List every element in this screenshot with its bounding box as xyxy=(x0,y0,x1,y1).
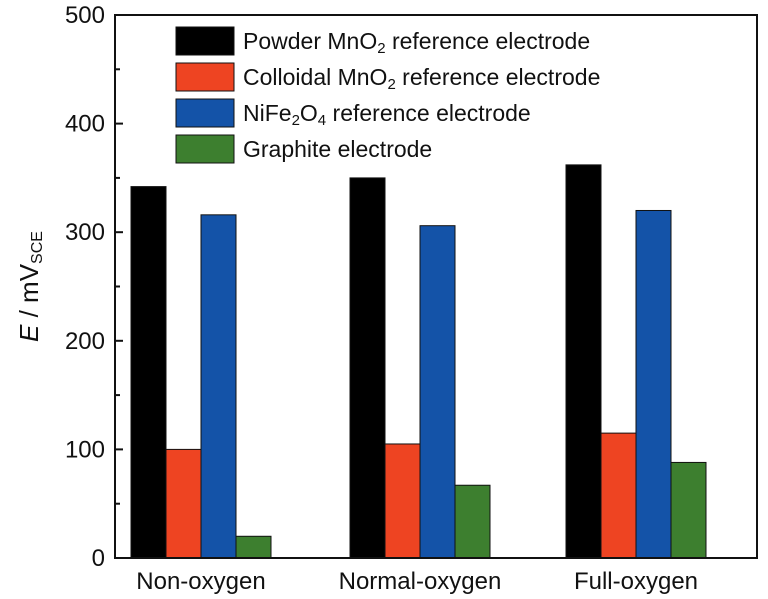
y-tick-label: 400 xyxy=(65,111,105,138)
legend-label: Powder MnO2 reference electrode xyxy=(243,28,590,57)
bar-3-normal-oxygen xyxy=(419,225,456,559)
bars-group xyxy=(130,164,707,559)
bar-3-full-oxygen xyxy=(635,209,672,559)
legend: Powder MnO2 reference electrode Colloidal… xyxy=(175,26,600,164)
y-tick-label: 100 xyxy=(65,436,105,463)
y-tick-label: 300 xyxy=(65,219,105,246)
legend-label: Graphite electrode xyxy=(243,136,432,162)
bar-2-normal-oxygen xyxy=(384,443,421,559)
bar-2-full-oxygen xyxy=(600,432,637,559)
axes-group: 0 100 200 300 400 500 Non-oxygen Normal-oxygen F… xyxy=(65,2,758,595)
legend-swatch xyxy=(175,98,235,128)
x-category-label: Full-oxygen xyxy=(574,568,698,595)
y-tick-label: 0 xyxy=(92,545,105,572)
bar-1-normal-oxygen xyxy=(349,177,386,559)
x-category-label: Non-oxygen xyxy=(136,568,265,595)
bar-4-full-oxygen xyxy=(670,461,707,559)
legend-label: Colloidal MnO2 reference electrode xyxy=(243,64,600,93)
legend-swatch xyxy=(175,62,235,92)
bar-3-non-oxygen xyxy=(200,214,237,559)
legend-label: NiFe2O4 reference electrode xyxy=(243,100,531,129)
legend-swatch xyxy=(175,26,235,56)
x-category-label: Normal-oxygen xyxy=(339,568,502,595)
bar-4-non-oxygen xyxy=(235,535,272,559)
bar-1-non-oxygen xyxy=(130,186,167,559)
y-tick-label: 200 xyxy=(65,328,105,355)
bar-1-full-oxygen xyxy=(565,164,602,559)
bar-4-normal-oxygen xyxy=(454,484,491,559)
bar-2-non-oxygen xyxy=(165,448,202,559)
y-axis-label: E / mVSCE xyxy=(14,231,46,342)
y-tick-label: 500 xyxy=(65,2,105,29)
legend-swatch xyxy=(175,134,235,164)
